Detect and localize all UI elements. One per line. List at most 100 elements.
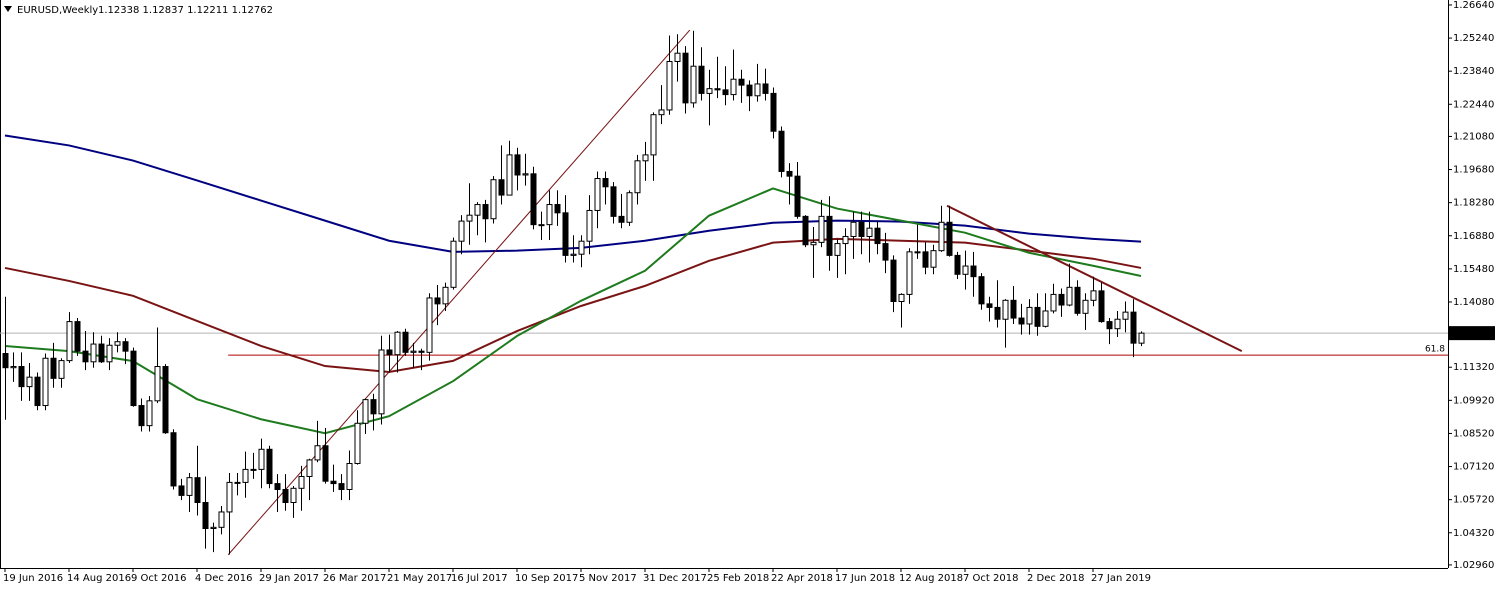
y-tick-label: 1.15480 xyxy=(1453,264,1494,275)
candle-body xyxy=(666,60,673,111)
candle-body xyxy=(770,92,777,132)
candle-body xyxy=(354,422,361,464)
candle-body xyxy=(458,220,465,242)
candle-body xyxy=(258,448,265,470)
candle-body xyxy=(1018,317,1025,325)
candle-body xyxy=(530,173,537,226)
candle-body xyxy=(434,297,441,305)
candle-body xyxy=(1026,306,1033,325)
candle-body xyxy=(986,303,993,308)
candle-body xyxy=(34,376,41,407)
candle-body xyxy=(338,483,345,490)
candle-body xyxy=(626,192,633,223)
candle-body xyxy=(122,341,129,352)
menu-icon xyxy=(4,6,12,12)
candle-body xyxy=(274,483,281,490)
price-tag xyxy=(1449,326,1495,341)
candle-body xyxy=(42,357,49,407)
x-tick-label: 12 Aug 2018 xyxy=(899,573,963,584)
candle-body xyxy=(330,480,337,485)
candle-body xyxy=(234,481,241,484)
candle-body xyxy=(362,399,369,424)
x-tick-label: 19 Jun 2016 xyxy=(3,573,63,584)
candle-body xyxy=(1098,290,1105,323)
candle-body xyxy=(586,209,593,242)
candle-body xyxy=(962,265,969,275)
candle-body xyxy=(650,114,657,156)
candle-body xyxy=(426,297,433,353)
x-tick-label: 26 Mar 2017 xyxy=(323,573,386,584)
candle-body xyxy=(786,170,793,177)
price-tag-label: 1.12762 xyxy=(1453,328,1494,339)
candle-body xyxy=(610,186,617,217)
candle-body xyxy=(226,481,233,513)
candle-body xyxy=(802,215,809,246)
candle-body xyxy=(794,175,801,217)
candle-body xyxy=(170,432,177,487)
candle-body xyxy=(298,475,305,489)
candle-body xyxy=(218,511,225,528)
candle-body xyxy=(306,459,313,477)
candle-body xyxy=(490,179,497,220)
candle-body xyxy=(898,293,905,302)
candle-body xyxy=(242,468,249,483)
candle-body xyxy=(370,399,377,415)
candle-body xyxy=(890,259,897,302)
candle-body xyxy=(514,154,521,176)
ohlc-label: 1.12338 1.12837 1.12211 1.12762 xyxy=(98,5,273,16)
candle-body xyxy=(130,350,137,407)
y-tick-label: 1.26640 xyxy=(1453,0,1494,11)
candle-body xyxy=(50,357,57,379)
candle-body xyxy=(90,343,97,363)
candle-body xyxy=(698,65,705,94)
candle-body xyxy=(186,477,193,496)
candle-body xyxy=(906,251,913,295)
candle-body xyxy=(66,321,73,362)
x-tick-label: 9 Oct 2016 xyxy=(131,573,186,584)
candle-body xyxy=(570,253,577,256)
candle-body xyxy=(402,331,409,353)
candle-body xyxy=(874,227,881,245)
y-tick-label: 1.08520 xyxy=(1453,428,1494,439)
candle-body xyxy=(674,52,681,62)
candle-body xyxy=(466,214,473,222)
candle-body xyxy=(658,109,665,116)
x-tick-label: 17 Jun 2018 xyxy=(835,573,895,584)
candle-body xyxy=(322,445,329,482)
x-tick-label: 21 May 2017 xyxy=(387,573,452,584)
candle-body xyxy=(1130,311,1137,344)
candle-body xyxy=(498,179,505,196)
y-tick-label: 1.21080 xyxy=(1453,131,1494,142)
candle-body xyxy=(994,306,1001,320)
candle-body xyxy=(1138,332,1145,344)
candle-body xyxy=(866,227,873,237)
y-tick-label: 1.04320 xyxy=(1453,528,1494,539)
candle-body xyxy=(210,526,217,530)
x-tick-label: 7 Oct 2018 xyxy=(963,573,1018,584)
candle-body xyxy=(1122,311,1129,320)
candle-body xyxy=(74,321,81,352)
candle-body xyxy=(418,350,425,353)
candle-body xyxy=(386,349,393,356)
candle-body xyxy=(738,78,745,86)
candle-body xyxy=(1034,306,1041,327)
y-tick-label: 1.14080 xyxy=(1453,297,1494,308)
x-tick-label: 31 Dec 2017 xyxy=(643,573,707,584)
y-tick-label: 1.16880 xyxy=(1453,231,1494,242)
candle-body xyxy=(10,366,17,369)
candle-body xyxy=(538,224,545,227)
y-tick-label: 1.18280 xyxy=(1453,198,1494,209)
candle-body xyxy=(602,178,609,188)
candle-body xyxy=(1050,293,1057,312)
candle-body xyxy=(594,178,601,211)
candle-body xyxy=(450,240,457,288)
x-tick-label: 4 Dec 2016 xyxy=(195,573,253,584)
y-tick-label: 1.02960 xyxy=(1453,560,1494,571)
trendline xyxy=(227,29,691,556)
candle-body xyxy=(1066,286,1073,306)
candle-body xyxy=(442,286,449,305)
candle-body xyxy=(618,215,625,223)
candle-body xyxy=(194,477,201,503)
y-tick-label: 1.11320 xyxy=(1453,362,1494,373)
